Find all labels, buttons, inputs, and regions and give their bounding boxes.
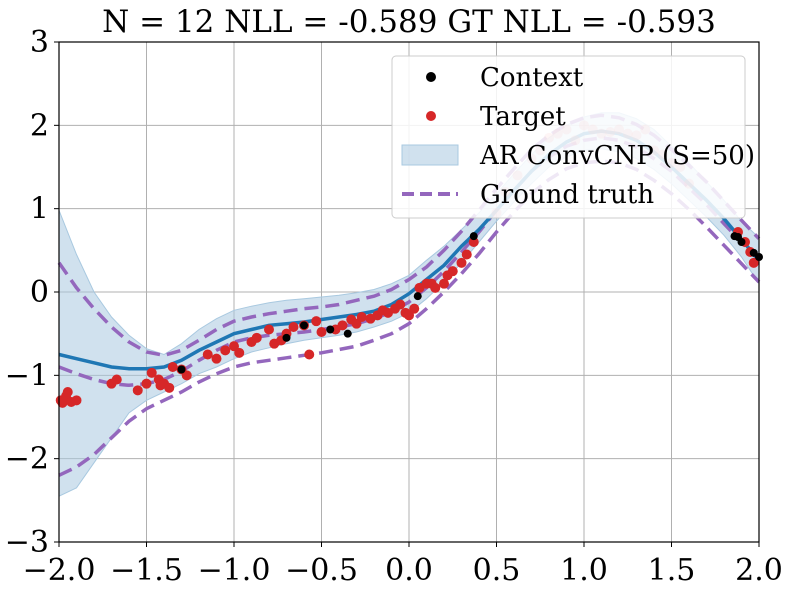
legend-context-marker (426, 72, 436, 82)
target-point (181, 370, 192, 381)
target-point (71, 395, 82, 406)
legend-target-marker (426, 111, 436, 121)
context-point (300, 321, 308, 330)
legend-gt-label: Ground truth (480, 180, 654, 210)
x-tick-label: 0.0 (385, 553, 433, 588)
target-point (395, 299, 406, 310)
target-point (456, 257, 467, 268)
target-point (251, 332, 262, 343)
y-tick-label: −1 (5, 358, 49, 393)
target-point (439, 278, 449, 289)
target-point (311, 316, 322, 327)
x-tick-label: 0.5 (473, 553, 521, 588)
target-point (748, 257, 759, 268)
target-point (211, 353, 222, 364)
context-points (177, 232, 763, 374)
legend: Context Target AR ConvCNP (S=50) Ground … (391, 55, 755, 219)
x-tick-label: −1.5 (110, 553, 183, 588)
target-point (202, 349, 213, 360)
target-point (167, 362, 178, 372)
x-tick-label: −0.5 (285, 553, 358, 588)
x-tick-label: 1.0 (560, 553, 608, 588)
target-point (356, 312, 367, 322)
context-point (326, 325, 335, 334)
target-point (288, 322, 299, 332)
target-point (337, 320, 348, 331)
gt-mean-line (58, 136, 761, 388)
x-tick-label: 2.0 (735, 553, 783, 588)
target-point (430, 282, 441, 293)
context-point (177, 365, 186, 374)
target-point (264, 324, 274, 335)
context-point (737, 238, 746, 246)
target-point (141, 378, 152, 389)
axis-ticks: −2.0 −1.5 −1.0 −0.5 0.0 0.5 1.0 1.5 2.0 3 2 1 0 −1 −2 −… (5, 25, 783, 588)
target-point (316, 327, 327, 337)
legend-context-label: Context (480, 63, 584, 93)
target-point (461, 249, 472, 260)
legend-box (391, 55, 746, 219)
target-point (132, 385, 143, 396)
y-tick-label: −3 (5, 525, 49, 560)
y-tick-label: 2 (30, 108, 49, 143)
target-point (304, 349, 315, 360)
legend-band-marker (401, 144, 459, 166)
target-point (409, 303, 420, 314)
legend-target-label: Target (480, 102, 566, 132)
context-point (413, 292, 422, 301)
target-point (62, 387, 73, 397)
context-point (343, 329, 352, 338)
context-point (469, 232, 478, 241)
y-tick-label: 0 (30, 275, 49, 310)
y-tick-label: 3 (30, 25, 49, 60)
chart-title: N = 12 NLL = -0.589 GT NLL = -0.593 (102, 4, 716, 40)
target-point (111, 374, 122, 385)
target-point (146, 367, 157, 378)
target-point (220, 345, 231, 356)
target-point (164, 382, 175, 393)
context-point (282, 333, 291, 342)
x-tick-label: −2.0 (23, 553, 96, 588)
y-tick-label: −2 (5, 442, 49, 477)
x-tick-label: −1.0 (198, 553, 271, 588)
y-tick-label: 1 (30, 192, 49, 227)
gt-lower-line (58, 159, 761, 477)
legend-band-label: AR ConvCNP (S=50) (479, 141, 755, 171)
target-point (447, 266, 458, 277)
target-point (234, 347, 245, 358)
target-point (468, 237, 479, 247)
x-tick-label: 1.5 (648, 553, 696, 588)
